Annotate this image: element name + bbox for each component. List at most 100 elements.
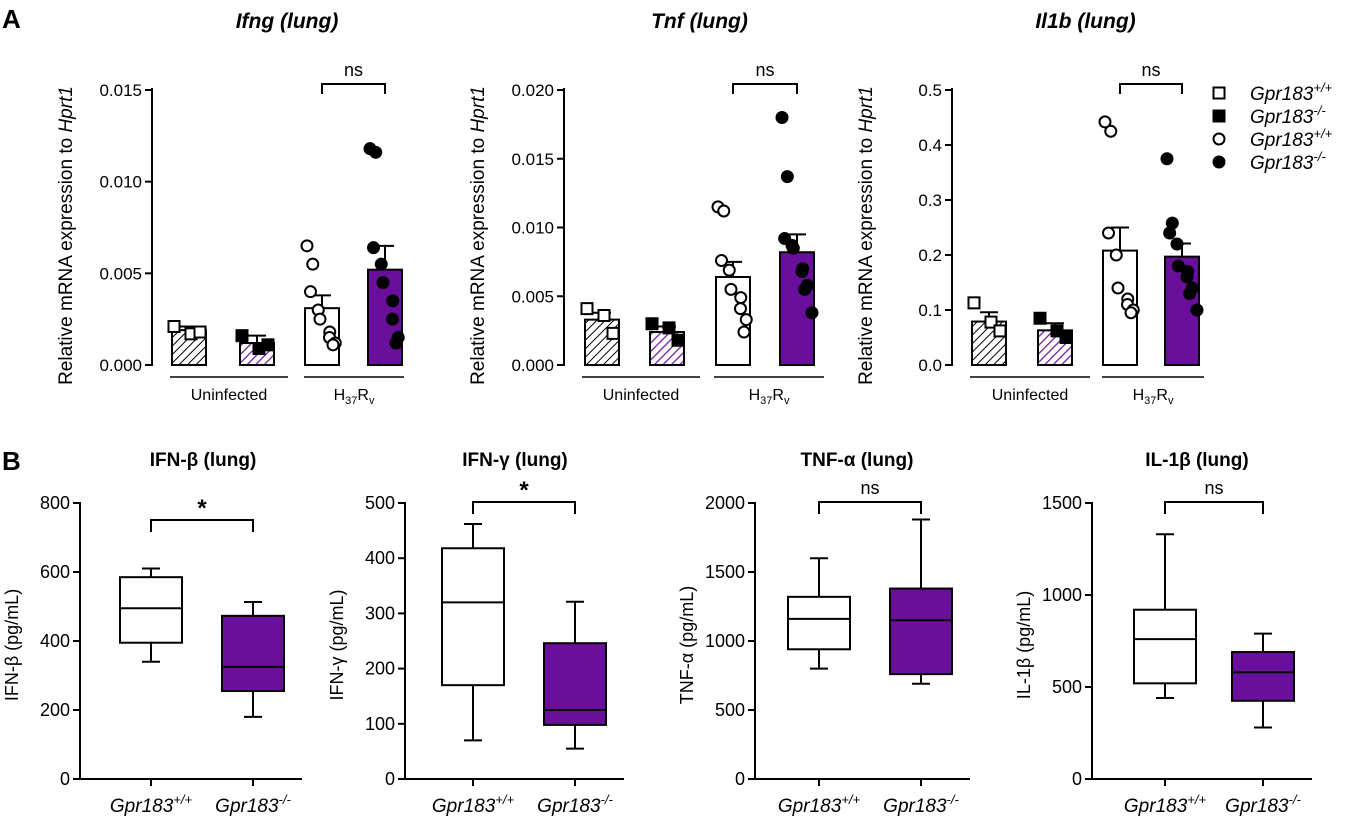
chart-title: IFN-γ (lung)	[462, 450, 568, 471]
y-tick-label: 0.000	[511, 356, 554, 375]
y-tick-label: 600	[40, 562, 70, 582]
y-tick-label: 500	[715, 700, 745, 720]
data-point	[805, 306, 819, 320]
data-point	[1183, 287, 1197, 300]
y-axis-label: TNF-α (pg/mL)	[677, 586, 697, 704]
data-point	[300, 239, 314, 253]
data-point	[235, 329, 249, 343]
y-tick-label: 0.4	[918, 136, 942, 155]
group-label: Uninfected	[191, 387, 268, 404]
significance-label: ns	[1141, 60, 1160, 80]
group-label-text: H	[1133, 387, 1145, 404]
data-point	[724, 282, 738, 296]
y-tick-label: 0.3	[918, 191, 942, 210]
data-point	[715, 254, 728, 267]
group-label-sub: v	[784, 395, 790, 407]
x-tick-label: Gpr183-/-	[537, 792, 613, 817]
data-point	[662, 321, 676, 335]
group-label: H37Rv	[334, 387, 375, 407]
data-point	[722, 263, 736, 277]
y-tick-label: 0.5	[918, 81, 942, 100]
x-tick-label-text: Gpr183	[1225, 796, 1289, 817]
legend-label: Gpr183-/-	[1250, 149, 1326, 174]
bar-chart-3: Il1b (lung) 0.0 0.1 0.2 0.3 0.4 0.5 Relative mR…	[856, 10, 1204, 407]
x-tick-label-sup: +/+	[1187, 792, 1206, 807]
y-tick-label: 400	[365, 548, 395, 568]
x-tick-label-sup: +/+	[495, 792, 514, 807]
panel-label-a: A	[2, 4, 21, 34]
data-point	[326, 338, 340, 352]
data-point	[369, 145, 383, 159]
data-point	[1163, 226, 1177, 240]
y-tick-label: 0.010	[511, 219, 554, 238]
x-tick-label: Gpr183+/+	[1124, 792, 1207, 817]
data-point	[795, 265, 809, 278]
data-point	[1109, 248, 1123, 262]
y-axis-label: Relative mRNA expression to Hprt1	[56, 86, 77, 385]
x-tick-label-text: Gpr183	[778, 796, 842, 817]
data-point	[1104, 124, 1118, 138]
y-tick-label: 200	[40, 700, 70, 720]
y-tick-label: 0.1	[918, 301, 942, 320]
bar	[971, 320, 1007, 366]
x-tick-label: Gpr183-/-	[1225, 792, 1301, 817]
x-tick-label: Gpr183-/-	[883, 792, 959, 817]
y-tick-label: 0.000	[99, 356, 142, 375]
data-point	[261, 338, 275, 352]
significance-bracket	[818, 501, 922, 514]
y-tick-label: 0.010	[99, 173, 142, 192]
data-point	[739, 313, 753, 327]
y-tick-label: 100	[365, 714, 395, 734]
y-tick-label: 1500	[705, 562, 745, 582]
x-tick-label-text: Gpr183	[215, 796, 279, 817]
group-label-sub: 37	[760, 395, 772, 407]
legend-label: Gpr183+/+	[1250, 80, 1333, 105]
data-point	[734, 291, 748, 305]
data-point	[798, 282, 812, 296]
data-point	[671, 333, 685, 347]
data-point	[1098, 115, 1112, 129]
data-point	[386, 294, 400, 308]
group-label: Uninfected	[603, 387, 680, 404]
group-label-sub: 37	[345, 395, 357, 407]
data-point	[193, 325, 207, 339]
significance-bracket	[1164, 501, 1264, 514]
legend-label-sup: -/-	[1313, 149, 1326, 164]
box	[543, 642, 607, 726]
data-point	[1160, 152, 1174, 166]
significance-label: ns	[860, 478, 879, 498]
data-point	[376, 276, 390, 289]
data-point	[167, 320, 181, 333]
y-axis-label-prefix: Relative mRNA expression to	[468, 133, 489, 385]
significance-label: ns	[755, 60, 774, 80]
x-tick-label-sup: -/-	[601, 792, 614, 807]
x-tick-label-text: Gpr183	[883, 796, 947, 817]
data-point	[580, 302, 594, 316]
y-axis-label: IFN-γ (pg/mL)	[327, 589, 347, 700]
y-tick-label: 500	[365, 493, 395, 513]
y-tick-label: 1000	[1042, 585, 1082, 605]
significance-bracket	[472, 501, 576, 514]
data-point	[1124, 306, 1138, 320]
box-chart-4: IL-1β (lung) 0 500 1000 1500 IL-1β (pg/mL) Gpr…	[1014, 450, 1312, 817]
y-tick-label: 0.2	[918, 246, 942, 265]
significance-bracket	[150, 519, 254, 532]
group-label: H37Rv	[749, 387, 790, 407]
data-point	[1059, 331, 1073, 344]
group-label: H37Rv	[1133, 387, 1174, 407]
legend: Gpr183+/+Gpr183-/-Gpr183+/+Gpr183-/-	[1212, 80, 1333, 174]
y-axis-label: Relative mRNA expression to Hprt1	[856, 86, 877, 385]
legend-label-sup: +/+	[1313, 80, 1332, 95]
significance-label: *	[197, 495, 207, 522]
x-tick-label: Gpr183+/+	[432, 792, 515, 817]
y-tick-label: 0.005	[511, 287, 554, 306]
chart-title: TNF-α (lung)	[801, 450, 914, 471]
group-label-text: R	[772, 387, 784, 404]
box	[1133, 608, 1197, 685]
significance-bracket	[732, 83, 798, 94]
data-point	[386, 312, 399, 326]
group-label-sub: v	[369, 395, 375, 407]
chart-title: Tnf (lung)	[651, 10, 748, 33]
data-point	[606, 326, 620, 340]
